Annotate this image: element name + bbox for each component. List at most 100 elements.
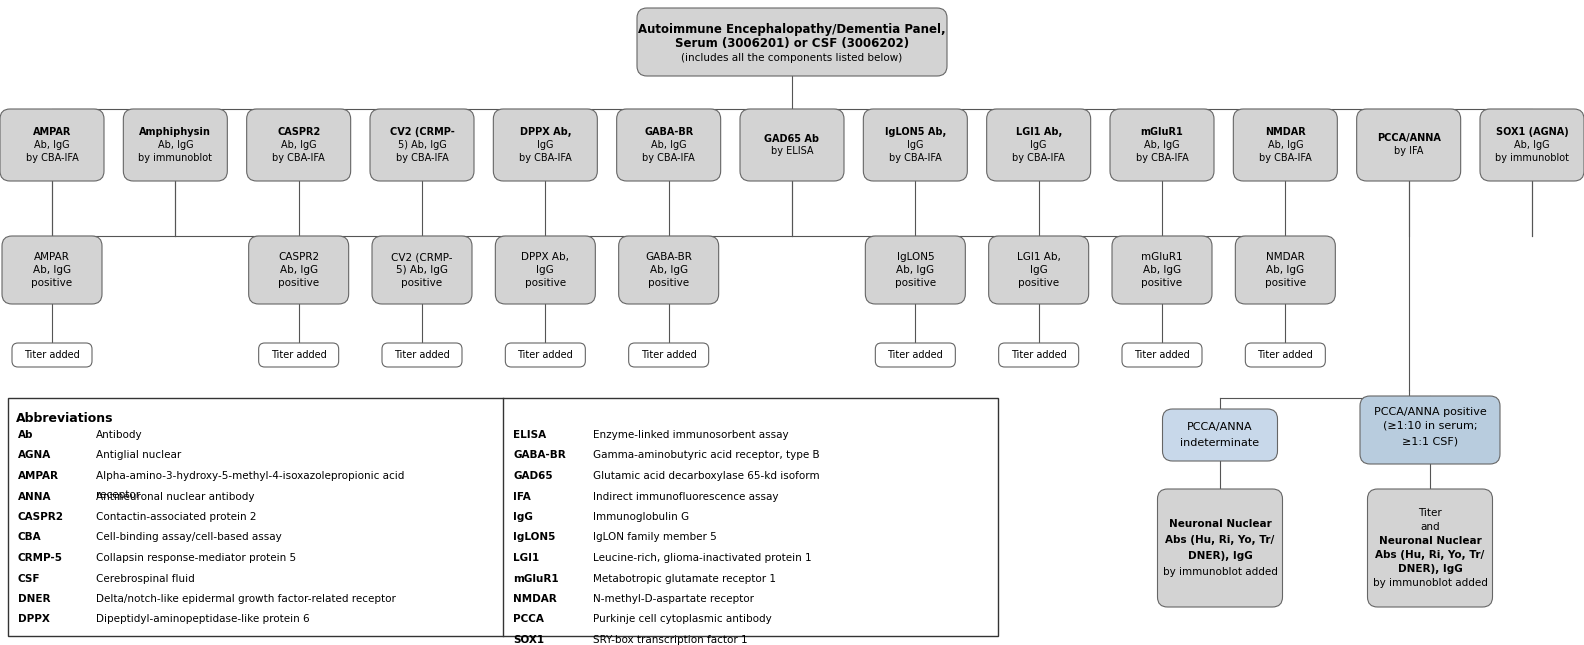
- Text: Collapsin response-mediator protein 5: Collapsin response-mediator protein 5: [97, 553, 296, 563]
- FancyBboxPatch shape: [505, 343, 586, 367]
- Text: Titer added: Titer added: [394, 350, 450, 360]
- Text: positive: positive: [1264, 278, 1305, 288]
- Text: and: and: [1421, 522, 1440, 532]
- FancyBboxPatch shape: [1234, 109, 1337, 181]
- FancyBboxPatch shape: [13, 343, 92, 367]
- FancyBboxPatch shape: [247, 109, 350, 181]
- Text: PCCA: PCCA: [513, 615, 543, 624]
- Text: Serum (3006201) or CSF (3006202): Serum (3006201) or CSF (3006202): [675, 37, 909, 50]
- Text: Abbreviations: Abbreviations: [16, 412, 114, 425]
- Text: IgG: IgG: [513, 512, 532, 522]
- Text: NMDAR: NMDAR: [1266, 252, 1305, 262]
- Text: Abs (Hu, Ri, Yo, Tr/: Abs (Hu, Ri, Yo, Tr/: [1166, 535, 1275, 545]
- FancyBboxPatch shape: [1112, 236, 1212, 304]
- FancyBboxPatch shape: [1110, 109, 1213, 181]
- Text: by CBA-IFA: by CBA-IFA: [520, 153, 572, 163]
- Text: AMPAR: AMPAR: [17, 471, 59, 481]
- FancyBboxPatch shape: [1361, 396, 1500, 464]
- Text: by IFA: by IFA: [1394, 146, 1424, 157]
- Text: Antiglial nuclear: Antiglial nuclear: [97, 450, 181, 461]
- Text: by immunoblot: by immunoblot: [138, 153, 212, 163]
- Text: DPPX: DPPX: [17, 615, 49, 624]
- Text: IgG: IgG: [1031, 140, 1047, 150]
- Text: CV2 (CRMP-: CV2 (CRMP-: [390, 127, 455, 137]
- Text: ELISA: ELISA: [513, 430, 546, 440]
- Text: IgG: IgG: [537, 140, 553, 150]
- Text: Titer added: Titer added: [1258, 350, 1313, 360]
- Text: Abs (Hu, Ri, Yo, Tr/: Abs (Hu, Ri, Yo, Tr/: [1375, 550, 1484, 560]
- Text: Cerebrospinal fluid: Cerebrospinal fluid: [97, 573, 195, 584]
- Text: LGI1 Ab,: LGI1 Ab,: [1017, 252, 1061, 262]
- Text: SRY-box transcription factor 1: SRY-box transcription factor 1: [592, 635, 748, 645]
- FancyBboxPatch shape: [372, 236, 472, 304]
- Text: receptor: receptor: [97, 490, 139, 501]
- Text: AMPAR: AMPAR: [35, 252, 70, 262]
- Text: (≥1:10 in serum;: (≥1:10 in serum;: [1383, 421, 1478, 431]
- FancyBboxPatch shape: [1479, 109, 1584, 181]
- Text: LGI1 Ab,: LGI1 Ab,: [1015, 127, 1061, 137]
- FancyBboxPatch shape: [382, 343, 463, 367]
- Text: Dipeptidyl-aminopeptidase-like protein 6: Dipeptidyl-aminopeptidase-like protein 6: [97, 615, 309, 624]
- Text: by immunoblot added: by immunoblot added: [1373, 578, 1487, 588]
- Text: positive: positive: [895, 278, 936, 288]
- Text: CRMP-5: CRMP-5: [17, 553, 63, 563]
- Text: DNER: DNER: [17, 594, 51, 604]
- Text: by immunoblot added: by immunoblot added: [1163, 567, 1277, 577]
- Text: by CBA-IFA: by CBA-IFA: [1136, 153, 1188, 163]
- Text: DNER), IgG: DNER), IgG: [1397, 564, 1462, 574]
- Text: by CBA-IFA: by CBA-IFA: [642, 153, 695, 163]
- FancyBboxPatch shape: [629, 343, 708, 367]
- Text: 5) Ab, IgG: 5) Ab, IgG: [396, 265, 448, 275]
- Text: IgLON5 Ab,: IgLON5 Ab,: [885, 127, 946, 137]
- Text: Titer added: Titer added: [518, 350, 573, 360]
- Text: Ab: Ab: [17, 430, 33, 440]
- Text: N-methyl-D-aspartate receptor: N-methyl-D-aspartate receptor: [592, 594, 754, 604]
- Text: SOX1 (AGNA): SOX1 (AGNA): [1495, 127, 1568, 137]
- Text: GAD65 Ab: GAD65 Ab: [765, 134, 819, 143]
- FancyBboxPatch shape: [1367, 489, 1492, 607]
- Text: GABA-BR: GABA-BR: [513, 450, 565, 461]
- Text: GAD65: GAD65: [513, 471, 553, 481]
- Text: Titer: Titer: [1418, 508, 1441, 518]
- Text: DPPX Ab,: DPPX Ab,: [520, 127, 572, 137]
- Text: IgLON5: IgLON5: [897, 252, 935, 262]
- FancyBboxPatch shape: [371, 109, 474, 181]
- Text: Neuronal Nuclear: Neuronal Nuclear: [1169, 519, 1272, 529]
- Text: Ab, IgG: Ab, IgG: [651, 140, 686, 150]
- FancyBboxPatch shape: [998, 343, 1079, 367]
- Text: Metabotropic glutamate receptor 1: Metabotropic glutamate receptor 1: [592, 573, 776, 584]
- Text: Gamma-aminobutyric acid receptor, type B: Gamma-aminobutyric acid receptor, type B: [592, 450, 819, 461]
- Text: CV2 (CRMP-: CV2 (CRMP-: [391, 252, 453, 262]
- Text: by CBA-IFA: by CBA-IFA: [1012, 153, 1064, 163]
- Text: Ab, IgG: Ab, IgG: [1144, 265, 1182, 275]
- Text: by CBA-IFA: by CBA-IFA: [396, 153, 448, 163]
- Text: Amphiphysin: Amphiphysin: [139, 127, 211, 137]
- Text: positive: positive: [32, 278, 73, 288]
- FancyBboxPatch shape: [249, 236, 348, 304]
- FancyBboxPatch shape: [1236, 236, 1335, 304]
- Text: mGluR1: mGluR1: [513, 573, 559, 584]
- Text: CASPR2: CASPR2: [17, 512, 63, 522]
- Text: Ab, IgG: Ab, IgG: [280, 265, 318, 275]
- Text: NMDAR: NMDAR: [1266, 127, 1305, 137]
- Text: (includes all the components listed below): (includes all the components listed belo…: [681, 53, 903, 63]
- Text: Ab, IgG: Ab, IgG: [1144, 140, 1180, 150]
- Text: mGluR1: mGluR1: [1140, 252, 1183, 262]
- FancyBboxPatch shape: [496, 236, 596, 304]
- Text: DPPX Ab,: DPPX Ab,: [521, 252, 569, 262]
- Text: IgG: IgG: [1030, 265, 1047, 275]
- Text: GABA-BR: GABA-BR: [645, 127, 694, 137]
- Text: Ab, IgG: Ab, IgG: [649, 265, 687, 275]
- FancyBboxPatch shape: [124, 109, 228, 181]
- Text: IgG: IgG: [537, 265, 554, 275]
- Text: PCCA/ANNA: PCCA/ANNA: [1186, 422, 1253, 432]
- Text: by immunoblot: by immunoblot: [1495, 153, 1570, 163]
- FancyBboxPatch shape: [493, 109, 597, 181]
- Text: Antineuronal nuclear antibody: Antineuronal nuclear antibody: [97, 491, 255, 502]
- Text: 5) Ab, IgG: 5) Ab, IgG: [398, 140, 447, 150]
- Text: PCCA/ANNA positive: PCCA/ANNA positive: [1373, 407, 1486, 417]
- Text: Purkinje cell cytoplasmic antibody: Purkinje cell cytoplasmic antibody: [592, 615, 771, 624]
- FancyBboxPatch shape: [0, 109, 105, 181]
- FancyBboxPatch shape: [988, 236, 1088, 304]
- FancyBboxPatch shape: [863, 109, 968, 181]
